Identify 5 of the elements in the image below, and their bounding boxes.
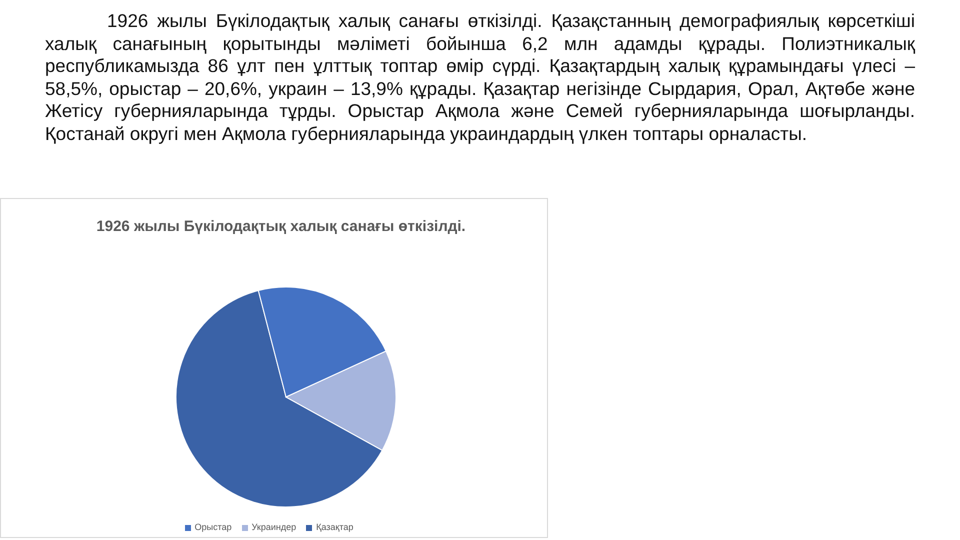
legend-label: Орыстар [194,522,232,532]
legend-label: Украиндер [252,522,296,532]
text: 1926 жылы Бүкілодақтық халық санағы өткізілді. Қазақстанның демографиялық көрсеткіші халық санағының қорытынды мәліметі бойынша 6,2 млн адамды құрады. Полиэтникалық республикамызда 86 ұлт пен ұлттық топтар өмір сүрді. Қазақтардың халық құрамындағы үлесі – 58,5%, орыстар – 20,6%, украин – 13,9% құрады. Қазақтар негізінде Сырдария, Орал, Ақтөбе және Жетісу губернияларында тұрды. Орыстар Ақмола және Семей губернияларында шоғырланды. Қостанай округі мен Ақмола губернияларында украиндардың үлкен топтары орналасты. [45,10,915,145]
chart-title: 1926 жылы Бүкілодақтық халық санағы өткізілді. [96,217,466,237]
legend-label: Қазақтар [316,522,354,532]
